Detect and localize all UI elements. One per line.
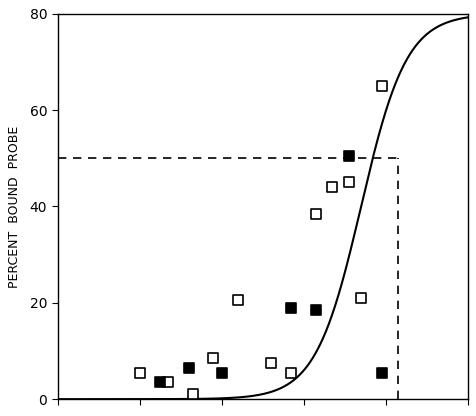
Point	[378, 83, 386, 89]
Point	[345, 179, 353, 186]
Y-axis label: PERCENT  BOUND  PROBE: PERCENT BOUND PROBE	[9, 125, 21, 287]
Point	[189, 391, 197, 398]
Point	[357, 295, 365, 301]
Point	[312, 307, 320, 313]
Point	[234, 297, 242, 304]
Point	[312, 210, 320, 217]
Point	[218, 369, 226, 376]
Point	[288, 369, 295, 376]
Point	[288, 305, 295, 311]
Point	[267, 360, 275, 366]
Point	[136, 369, 143, 376]
Point	[210, 355, 218, 362]
Point	[185, 364, 193, 371]
Point	[157, 379, 164, 386]
Point	[345, 153, 353, 159]
Point	[328, 184, 336, 191]
Point	[165, 379, 172, 386]
Point	[378, 369, 386, 376]
